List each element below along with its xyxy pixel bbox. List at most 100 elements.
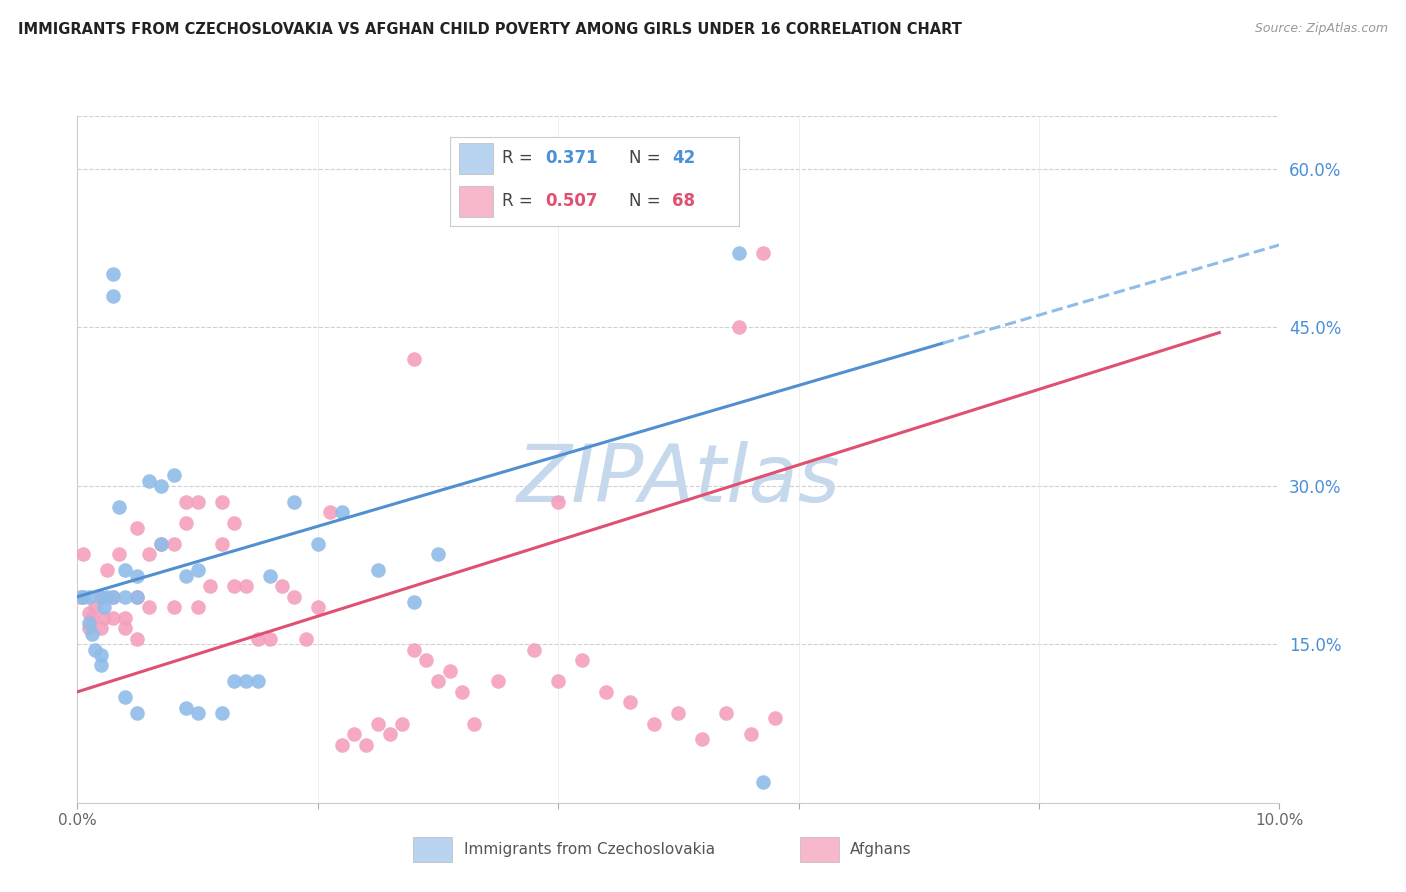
Point [79, 616, 101, 631]
Point [283, 590, 305, 604]
Point [174, 568, 197, 582]
Point [127, 521, 149, 535]
Text: Immigrants from Czechoslovakia: Immigrants from Czechoslovakia [464, 842, 714, 857]
Bar [800, 838, 838, 862]
Point [84, 642, 107, 657]
Point [222, 516, 245, 530]
Point [716, 706, 738, 720]
Point [79, 590, 101, 604]
Point [415, 653, 437, 667]
Point [486, 674, 509, 689]
Point [619, 695, 641, 709]
Point [90, 590, 112, 604]
Bar [413, 838, 453, 862]
Point [307, 600, 329, 615]
Point [751, 246, 773, 260]
Point [367, 563, 389, 577]
Point [127, 590, 149, 604]
Point [571, 653, 593, 667]
Point [138, 474, 160, 488]
Point [319, 505, 342, 519]
Point [114, 611, 136, 625]
Point [150, 537, 173, 551]
Text: 42: 42 [672, 150, 696, 168]
Point [72, 548, 94, 562]
Point [402, 351, 425, 366]
Point [643, 716, 665, 731]
Point [727, 246, 749, 260]
Bar [458, 186, 494, 217]
Point [103, 268, 125, 282]
Point [103, 611, 125, 625]
Point [692, 732, 714, 747]
Point [162, 600, 184, 615]
Point [79, 622, 101, 636]
Point [246, 632, 269, 646]
Bar [458, 143, 494, 174]
Point [451, 685, 474, 699]
Point [367, 716, 389, 731]
Point [187, 494, 209, 508]
Point [79, 606, 101, 620]
Point [198, 579, 221, 593]
Point [114, 563, 136, 577]
Point [72, 590, 94, 604]
Point [402, 595, 425, 609]
Point [90, 648, 112, 662]
Point [96, 563, 118, 577]
Point [108, 548, 131, 562]
Point [114, 590, 136, 604]
Point [211, 537, 233, 551]
Point [222, 674, 245, 689]
Point [72, 590, 94, 604]
Point [127, 568, 149, 582]
Point [174, 700, 197, 714]
Point [127, 632, 149, 646]
Point [740, 727, 762, 741]
Point [307, 537, 329, 551]
Point [427, 548, 450, 562]
Point [138, 600, 160, 615]
Point [187, 563, 209, 577]
Point [727, 320, 749, 334]
Point [80, 626, 103, 640]
Point [90, 590, 112, 604]
Point [427, 674, 450, 689]
Text: R =: R = [502, 193, 538, 211]
Text: 0.371: 0.371 [546, 150, 598, 168]
Point [108, 500, 131, 514]
Point [150, 537, 173, 551]
Point [138, 548, 160, 562]
Text: N =: N = [628, 193, 666, 211]
Point [402, 642, 425, 657]
Point [84, 600, 107, 615]
Point [211, 706, 233, 720]
Point [174, 494, 197, 508]
Point [80, 611, 103, 625]
Point [162, 468, 184, 483]
Text: Afghans: Afghans [851, 842, 912, 857]
Text: R =: R = [502, 150, 538, 168]
Point [595, 685, 617, 699]
Point [283, 494, 305, 508]
Point [751, 774, 773, 789]
Point [103, 590, 125, 604]
Point [259, 632, 281, 646]
Point [103, 590, 125, 604]
Point [763, 711, 786, 725]
Point [668, 706, 690, 720]
Point [93, 611, 115, 625]
Point [439, 664, 461, 678]
Point [270, 579, 292, 593]
Point [114, 622, 136, 636]
Point [235, 674, 257, 689]
Point [391, 716, 413, 731]
Point [127, 706, 149, 720]
Point [547, 674, 569, 689]
Point [93, 600, 115, 615]
Point [96, 590, 118, 604]
Point [90, 658, 112, 673]
Point [330, 505, 353, 519]
Point [174, 516, 197, 530]
Point [211, 494, 233, 508]
